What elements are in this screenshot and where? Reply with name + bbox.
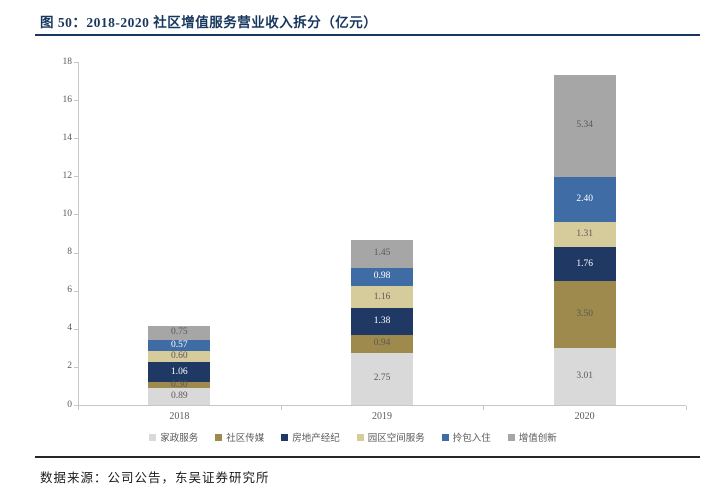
x-axis-category-label: 2020	[574, 411, 595, 422]
y-axis-tick-label: 6	[67, 285, 72, 296]
segment-value-label: 0.30	[171, 379, 188, 390]
legend-item-社区传媒[interactable]: 社区传媒	[215, 430, 264, 444]
y-axis-tick-mark	[74, 252, 78, 254]
y-axis-tick-mark	[74, 328, 78, 330]
bar-segment-园区空间服务[interactable]: 1.16	[351, 286, 413, 309]
legend-label: 社区传媒	[226, 433, 265, 444]
bar-segment-房地产经纪[interactable]: 1.38	[351, 308, 413, 335]
y-axis-tick-label: 18	[62, 56, 73, 67]
x-axis-category-label: 2019	[372, 411, 392, 422]
segment-value-label: 3.01	[576, 370, 593, 381]
legend-label: 拎包入住	[452, 433, 491, 444]
legend-label: 园区空间服务	[367, 433, 425, 444]
legend-label: 家政服务	[160, 433, 199, 444]
legend-label: 增值创新	[518, 433, 557, 444]
bar-segment-增值创新[interactable]: 1.45	[351, 239, 413, 268]
legend-label: 房地产经纪	[292, 433, 340, 444]
segment-value-label: 5.34	[576, 120, 593, 131]
chart-legend: 家政服务 社区传媒 房地产经纪 园区空间服务 拎包入住 增值创新	[0, 430, 706, 444]
segment-value-label: 0.60	[171, 350, 188, 361]
y-axis-tick-mark	[74, 366, 78, 368]
bar-segment-拎包入住[interactable]: 0.57	[148, 339, 211, 351]
y-axis-tick-label: 4	[67, 323, 72, 334]
data-source-text: 数据来源：公司公告，东吴证券研究所	[40, 471, 270, 485]
segment-value-label: 1.38	[373, 316, 391, 326]
bar-segment-家政服务[interactable]: 0.89	[148, 387, 211, 405]
legend-swatch-icon	[215, 433, 223, 441]
y-axis-tick-mark	[74, 100, 78, 102]
y-axis-tick-label: 2	[67, 361, 72, 372]
legend-swatch-icon	[441, 433, 449, 441]
bar-segment-社区传媒[interactable]: 0.30	[148, 379, 211, 390]
segment-value-label: 0.94	[373, 338, 391, 349]
legend-swatch-icon	[281, 433, 289, 441]
bar-segment-家政服务[interactable]: 3.01	[553, 347, 616, 405]
segment-value-label: 0.57	[171, 339, 188, 350]
segment-value-label: 1.76	[576, 258, 593, 269]
stacked-bar-2019[interactable]: 1.45 0.98 1.16 1.38 0.94 2.75	[351, 239, 413, 405]
y-axis-tick-label: 8	[67, 247, 72, 258]
segment-value-label: 0.75	[171, 327, 188, 338]
stacked-bar-2018[interactable]: 0.75 0.57 0.60 1.06 0.30 0.89	[148, 325, 211, 405]
segment-value-label: 3.50	[576, 308, 593, 319]
legend-item-家政服务[interactable]: 家政服务	[149, 430, 198, 444]
stacked-bar-2020[interactable]: 5.34 2.40 1.31 1.76 3.50 3.01	[553, 74, 616, 405]
bar-segment-增值创新[interactable]: 0.75	[148, 325, 211, 340]
bar-segment-房地产经纪[interactable]: 1.76	[553, 247, 616, 281]
stacked-bar-chart: 0 2 4 6 8 10 12 14 16 18 0.75 0.57 0.60 1.06 0.30 0.89…	[0, 56, 706, 444]
x-axis-tick-mark	[686, 406, 687, 410]
legend-swatch-icon	[149, 433, 157, 441]
y-axis-tick-mark	[74, 138, 78, 140]
bar-segment-社区传媒[interactable]: 0.94	[351, 334, 413, 353]
footer-divider	[35, 456, 700, 458]
bar-segment-社区传媒[interactable]: 3.50	[553, 280, 616, 348]
segment-value-label: 2.75	[373, 373, 391, 384]
figure-title: 图 50：2018-2020 社区增值服务营业收入拆分（亿元）	[40, 15, 378, 30]
legend-swatch-icon	[507, 433, 515, 441]
bar-segment-家政服务[interactable]: 2.75	[351, 352, 413, 405]
bar-segment-拎包入住[interactable]: 2.40	[553, 176, 616, 223]
y-axis-tick-label: 14	[62, 132, 73, 143]
segment-value-label: 0.98	[373, 271, 391, 282]
segment-value-label: 2.40	[576, 194, 593, 205]
y-axis-tick-mark	[74, 405, 78, 406]
segment-value-label: 1.45	[373, 248, 391, 259]
legend-item-园区空间服务[interactable]: 园区空间服务	[356, 430, 425, 444]
y-axis-line	[78, 62, 79, 406]
bar-segment-增值创新[interactable]: 5.34	[553, 74, 616, 177]
legend-item-拎包入住[interactable]: 拎包入住	[441, 430, 491, 444]
y-axis-tick-mark	[74, 62, 78, 63]
y-axis-tick-mark	[74, 214, 78, 216]
title-divider	[35, 34, 700, 36]
y-axis-tick-label: 12	[62, 170, 73, 181]
x-axis-category-label: 2018	[169, 411, 190, 422]
legend-item-增值创新[interactable]: 增值创新	[507, 430, 557, 444]
legend-swatch-icon	[356, 433, 364, 441]
bar-segment-房地产经纪[interactable]: 1.06	[148, 362, 211, 383]
segment-value-label: 1.16	[373, 291, 391, 302]
legend-item-房地产经纪[interactable]: 房地产经纪	[281, 430, 340, 444]
segment-value-label: 0.89	[171, 390, 188, 401]
segment-value-label: 1.31	[576, 229, 593, 240]
x-axis-tick-mark	[280, 406, 282, 410]
bar-segment-园区空间服务[interactable]: 1.31	[553, 222, 616, 248]
segment-value-label: 1.06	[171, 366, 188, 377]
y-axis-tick-label: 10	[62, 208, 73, 219]
x-axis-tick-mark	[483, 406, 485, 410]
bar-segment-园区空间服务[interactable]: 0.60	[148, 350, 211, 363]
x-axis-tick-mark	[78, 406, 79, 410]
bar-segment-拎包入住[interactable]: 0.98	[351, 267, 413, 287]
y-axis-tick-mark	[74, 290, 78, 292]
y-axis-tick-mark	[74, 176, 78, 178]
y-axis-tick-label: 16	[62, 94, 73, 105]
x-axis-line	[78, 405, 686, 406]
y-axis-tick-label: 0	[67, 399, 72, 410]
